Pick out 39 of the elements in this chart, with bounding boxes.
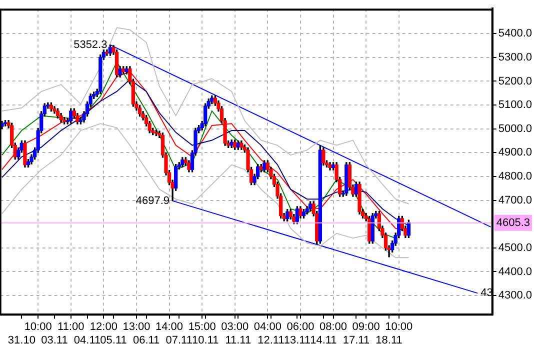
y-tick-label: 4500.0 [498, 242, 532, 254]
x-tick-label: 11.11 [225, 334, 252, 346]
x-tick-label: 13:00 [122, 321, 150, 334]
x-tick-label: 17.11 [342, 334, 370, 346]
x-tick-label: 10.11 [192, 334, 219, 346]
y-tick-label: 4400.0 [498, 266, 532, 278]
x-tick-label: 18.11 [376, 334, 402, 346]
x-tick-label: 08:00 [320, 321, 348, 334]
x-tick-label: 09:00 [352, 321, 380, 334]
y-tick-label: 4900.0 [498, 146, 532, 159]
x-tick-label: 14:00 [156, 321, 184, 334]
y-tick-label: 5200.0 [498, 75, 532, 88]
y-tick-label: 4800.0 [498, 170, 532, 183]
y-tick-label: 5100.0 [498, 99, 532, 112]
x-tick-label: 10:00 [24, 321, 52, 334]
x-tick-label: 06:00 [286, 321, 314, 334]
x-tick-label: 03:00 [221, 321, 249, 334]
x-tick-label: 11:00 [58, 321, 84, 334]
data-label: 5352.3 [74, 38, 108, 51]
x-tick-label: 12.11 [258, 334, 284, 346]
ref-line-label: 4605.3 [496, 216, 530, 229]
x-tick-label: 10:00 [385, 321, 413, 334]
y-tick-label: 4300.0 [498, 290, 532, 302]
x-tick-label: 15:00 [188, 321, 216, 334]
x-tick-label: 12:00 [90, 321, 118, 334]
x-tick-label: 04:00 [254, 321, 282, 334]
x-tick-label: 31.10 [8, 334, 36, 346]
data-label: 4697.9 [136, 194, 170, 207]
x-tick-label: 07.11 [166, 334, 192, 346]
y-tick-label: 5000.0 [498, 122, 532, 135]
x-tick-label: 04.11 [74, 334, 101, 346]
y-tick-label: 4700.0 [498, 194, 532, 206]
y-tick-label: 5400.0 [498, 28, 532, 40]
x-tick-label: 13.11 [284, 334, 311, 346]
x-tick-label: 06.11 [132, 334, 160, 346]
y-tick-label: 5300.0 [498, 51, 532, 64]
x-tick-label: 05.11 [100, 334, 127, 346]
x-tick-label: 14.11 [310, 334, 337, 346]
x-tick-label: 03.11 [41, 334, 68, 346]
